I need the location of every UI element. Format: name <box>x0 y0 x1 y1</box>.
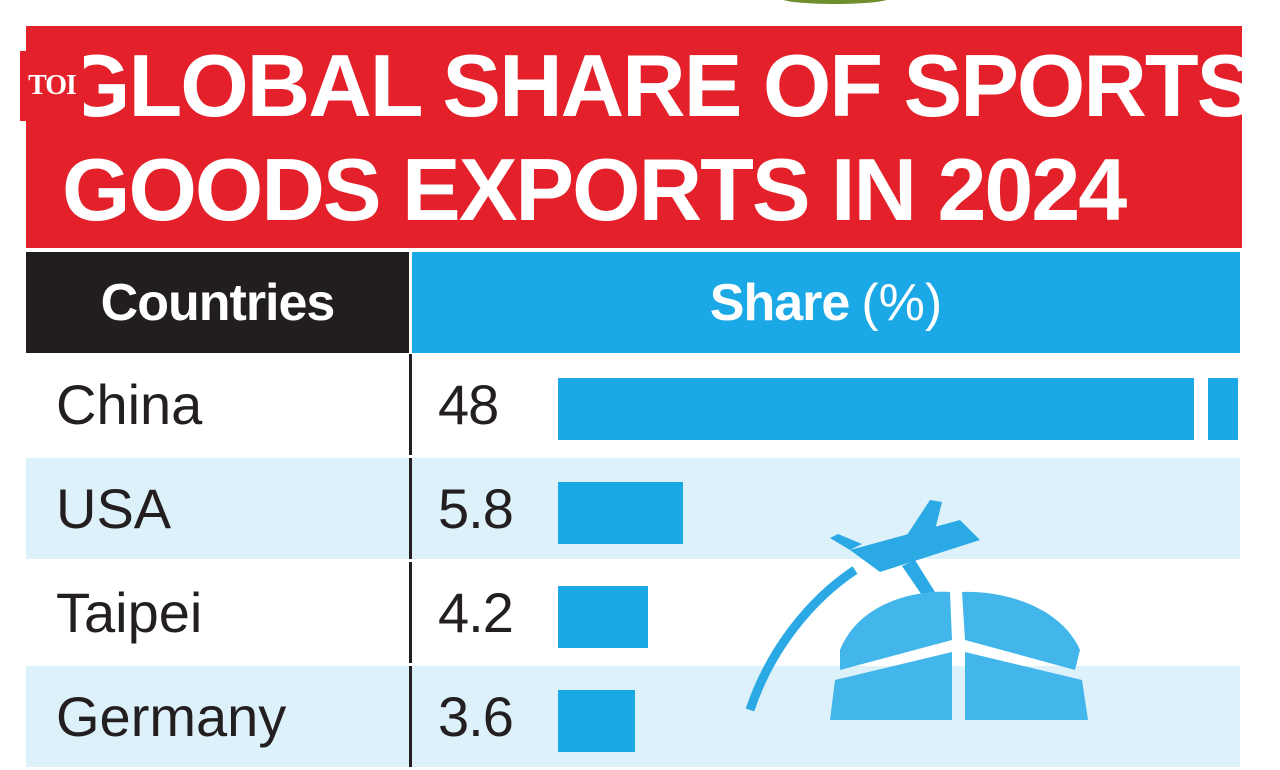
table-row: USA 5.8 <box>26 458 1240 562</box>
chart-title-line-2: GOODS EXPORTS IN 2024 <box>62 140 1127 239</box>
column-divider <box>409 666 412 767</box>
bar-track <box>558 354 1240 455</box>
country-label: Germany <box>56 685 287 748</box>
value-label: 4.2 <box>438 581 514 644</box>
value-label: 3.6 <box>438 685 514 748</box>
top-ornament <box>780 0 890 4</box>
header-countries: Countries <box>26 252 409 353</box>
country-label: Taipei <box>56 581 203 644</box>
table-row: China 48 <box>26 354 1240 458</box>
value-label: 48 <box>438 373 499 436</box>
header-share-unit: (%) <box>861 273 943 332</box>
title-band <box>26 26 1242 248</box>
data-rows: China 48 USA 5.8 Taipei 4.2 Germany 3.6 <box>26 354 1240 770</box>
column-divider <box>409 354 412 455</box>
country-label: China <box>56 373 203 436</box>
table-row: Germany 3.6 <box>26 666 1240 770</box>
bar-track <box>558 562 1240 663</box>
value-label: 5.8 <box>438 477 514 540</box>
table-row: Taipei 4.2 <box>26 562 1240 666</box>
bar <box>558 690 636 752</box>
chart-title: GLOBAL SHARE OF SPORTS GOODS EXPORTS IN … <box>62 34 1255 242</box>
chart-title-line-1: GLOBAL SHARE OF SPORTS <box>62 36 1255 135</box>
bar <box>558 482 683 544</box>
header-share-label: Share <box>709 273 851 332</box>
bar <box>558 378 1194 440</box>
bar-track <box>558 458 1240 559</box>
toi-logo: TOI <box>20 51 84 121</box>
bar-overflow-cap <box>1208 378 1238 440</box>
column-divider <box>409 562 412 663</box>
header-share: Share (%) <box>412 252 1240 353</box>
bar-track <box>558 666 1240 767</box>
country-label: USA <box>56 477 172 540</box>
column-divider <box>409 458 412 559</box>
bar <box>558 586 649 648</box>
